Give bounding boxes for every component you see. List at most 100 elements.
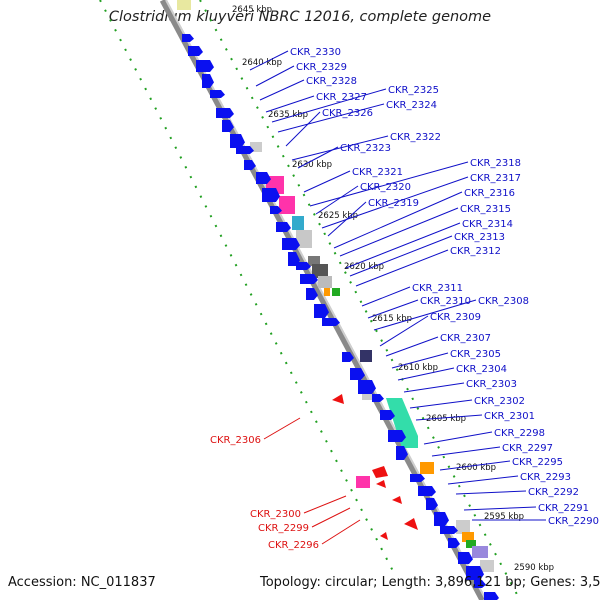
gene-label[interactable]: CKR_2326 bbox=[322, 108, 373, 119]
cds-arrow bbox=[230, 134, 245, 148]
gene-label[interactable]: CKR_2308 bbox=[478, 296, 529, 307]
gene-label[interactable]: CKR_2316 bbox=[464, 188, 515, 199]
cds-arrow bbox=[210, 90, 225, 98]
gene-label[interactable]: CKR_2315 bbox=[460, 204, 511, 215]
gene-labels: CKR_2330 CKR_2329 CKR_2328 CKR_2327 CKR_2325… bbox=[210, 47, 599, 551]
label-leader bbox=[249, 50, 289, 71]
gene-label[interactable]: CKR_2328 bbox=[306, 76, 357, 87]
gene-label[interactable]: CKR_2303 bbox=[466, 379, 517, 390]
label-leader bbox=[327, 201, 367, 237]
gene-label[interactable]: CKR_2293 bbox=[520, 472, 571, 483]
gene-label[interactable]: CKR_2323 bbox=[340, 143, 391, 154]
cds-arrow bbox=[342, 352, 354, 362]
cds-arrow bbox=[236, 146, 254, 154]
cds-arrow bbox=[380, 410, 395, 420]
label-leader bbox=[367, 299, 419, 319]
cds-arrows bbox=[182, 34, 499, 600]
cds-arrow bbox=[388, 430, 406, 442]
cds-arrow bbox=[350, 368, 365, 380]
gene-label[interactable]: CKR_2295 bbox=[512, 457, 563, 468]
label-leader bbox=[311, 507, 351, 528]
gene-block bbox=[308, 256, 320, 266]
cds-arrow bbox=[282, 238, 300, 250]
gene-label[interactable]: CKR_2321 bbox=[352, 167, 403, 178]
tick-label: 2600 kbp bbox=[456, 463, 496, 473]
label-leader bbox=[373, 299, 477, 331]
label-leader bbox=[447, 475, 519, 485]
gene-label[interactable]: CKR_2301 bbox=[484, 411, 535, 422]
gene-block bbox=[312, 264, 328, 278]
gene-label[interactable]: CKR_2313 bbox=[454, 232, 505, 243]
gene-label[interactable]: CKR_2300 bbox=[250, 509, 301, 520]
gene-label[interactable]: CKR_2306 bbox=[210, 435, 261, 446]
tick-label: 2645 kbp bbox=[232, 5, 272, 15]
label-leader bbox=[439, 460, 511, 471]
gene-block bbox=[318, 276, 332, 288]
cds-arrow bbox=[314, 304, 329, 318]
cds-arrow bbox=[448, 538, 460, 548]
label-leader bbox=[263, 417, 301, 440]
gene-label[interactable]: CKR_2329 bbox=[296, 62, 347, 73]
label-leader bbox=[463, 506, 537, 511]
gene-label[interactable]: CKR_2304 bbox=[456, 364, 507, 375]
cds-arrow bbox=[410, 474, 425, 482]
gene-label[interactable]: CKR_2290 bbox=[548, 516, 599, 527]
gene-label[interactable]: CKR_2291 bbox=[538, 503, 589, 514]
cds-arrow bbox=[244, 160, 256, 170]
reverse-gene bbox=[376, 480, 386, 488]
gene-block bbox=[296, 230, 312, 248]
label-leaders bbox=[249, 50, 546, 545]
reverse-gene bbox=[332, 394, 344, 404]
gene-label[interactable]: CKR_2325 bbox=[388, 85, 439, 96]
cds-arrow bbox=[196, 60, 214, 72]
gene-label[interactable]: CKR_2311 bbox=[412, 283, 463, 294]
cds-arrow bbox=[306, 288, 318, 300]
cds-arrow bbox=[440, 526, 458, 534]
gene-block bbox=[472, 546, 488, 558]
cds-arrow bbox=[358, 380, 376, 394]
genome-details: Topology: circular; Length: 3,896,121 bp… bbox=[260, 575, 600, 590]
cds-arrow bbox=[202, 74, 214, 88]
accession-label: Accession: NC_011837 bbox=[8, 575, 156, 590]
tick-label: 2605 kbp bbox=[426, 414, 466, 424]
gene-label[interactable]: CKR_2307 bbox=[440, 333, 491, 344]
gene-label[interactable]: CKR_2318 bbox=[470, 158, 521, 169]
cds-arrow bbox=[372, 394, 384, 402]
gene-label[interactable]: CKR_2327 bbox=[316, 92, 367, 103]
gene-label[interactable]: CKR_2305 bbox=[450, 349, 501, 360]
gene-label[interactable]: CKR_2314 bbox=[462, 219, 513, 230]
gene-block bbox=[177, 0, 191, 10]
gene-label[interactable]: CKR_2309 bbox=[430, 312, 481, 323]
gene-label[interactable]: CKR_2292 bbox=[528, 487, 579, 498]
label-leader bbox=[355, 249, 449, 287]
label-leader bbox=[309, 161, 469, 207]
gene-label[interactable]: CKR_2297 bbox=[502, 443, 553, 454]
gene-label[interactable]: CKR_2298 bbox=[494, 428, 545, 439]
gene-label[interactable]: CKR_2299 bbox=[258, 523, 309, 534]
gene-features bbox=[177, 0, 494, 572]
tick-label: 2610 kbp bbox=[398, 363, 438, 373]
cds-arrow bbox=[262, 188, 280, 202]
cds-arrow bbox=[300, 274, 318, 284]
gene-label[interactable]: CKR_2319 bbox=[368, 198, 419, 209]
gene-label[interactable]: CKR_2310 bbox=[420, 296, 471, 307]
label-leader bbox=[455, 490, 527, 495]
gene-label[interactable]: CKR_2302 bbox=[474, 396, 525, 407]
label-leader bbox=[403, 382, 465, 393]
cds-arrow bbox=[396, 446, 408, 460]
gene-label[interactable]: CKR_2312 bbox=[450, 246, 501, 257]
gene-label[interactable]: CKR_2296 bbox=[268, 540, 319, 551]
gene-label[interactable]: CKR_2317 bbox=[470, 173, 521, 184]
label-leader bbox=[385, 336, 439, 357]
cds-arrow bbox=[434, 512, 449, 526]
cds-arrow bbox=[276, 222, 291, 232]
gene-label[interactable]: CKR_2330 bbox=[290, 47, 341, 58]
gene-label[interactable]: CKR_2324 bbox=[386, 100, 437, 111]
label-leader bbox=[409, 399, 473, 409]
gene-block bbox=[386, 398, 418, 448]
gene-label[interactable]: CKR_2322 bbox=[390, 132, 441, 143]
gene-label[interactable]: CKR_2320 bbox=[360, 182, 411, 193]
tick-label: 2615 kbp bbox=[372, 314, 412, 324]
